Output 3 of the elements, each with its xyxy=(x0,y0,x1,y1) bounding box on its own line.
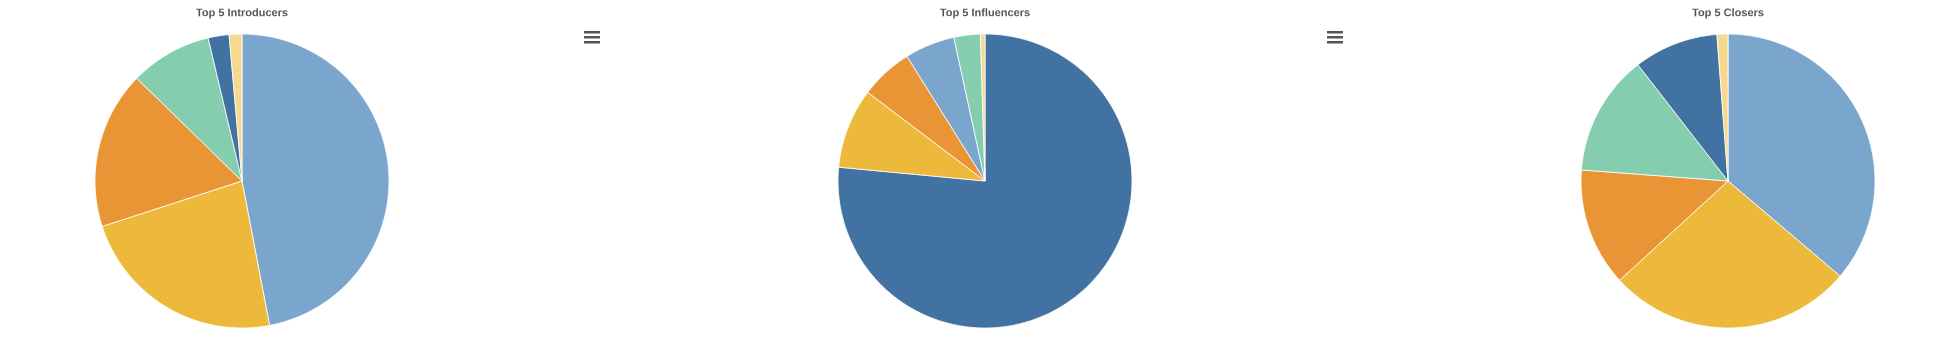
chart-title: Top 5 Influencers xyxy=(940,8,1030,19)
chart-title: Top 5 Introducers xyxy=(196,8,288,19)
chart-title: Top 5 Closers xyxy=(1692,8,1764,19)
